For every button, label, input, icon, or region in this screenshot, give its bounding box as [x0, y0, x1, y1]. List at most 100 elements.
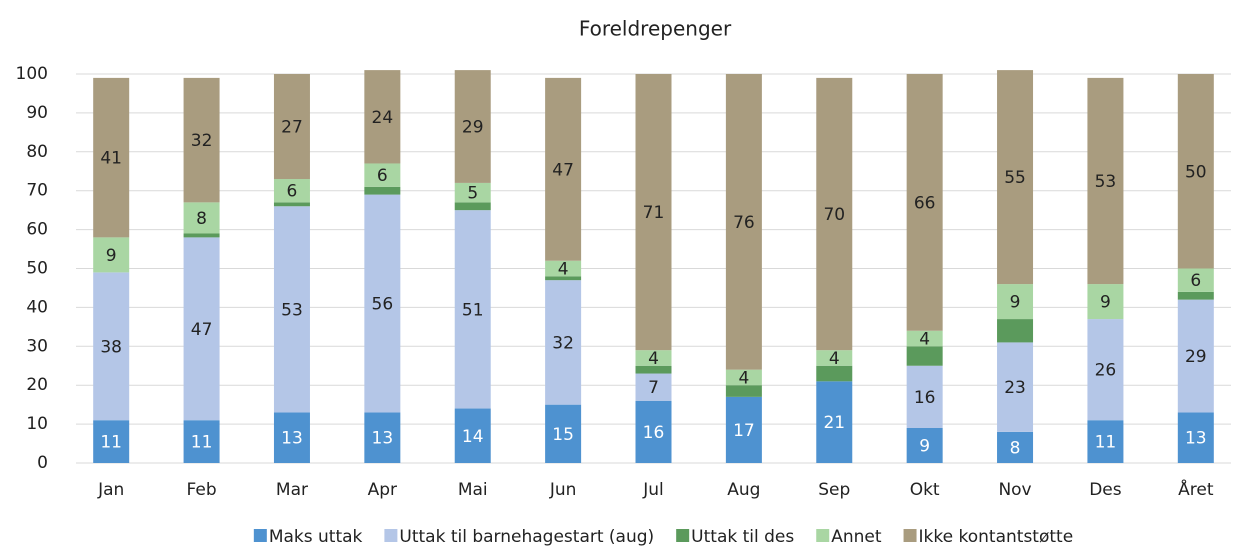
x-tick-label: Aug [727, 480, 760, 500]
y-tick-label: 40 [26, 297, 48, 317]
bar-segment [997, 70, 1034, 285]
bar-segment [545, 280, 582, 405]
data-label: 4 [829, 349, 840, 369]
bar-segment [997, 284, 1034, 320]
y-tick-label: 60 [26, 220, 48, 240]
y-tick-label: 10 [26, 414, 48, 434]
x-tick-label: Året [1178, 478, 1214, 500]
x-tick-label: Nov [998, 480, 1031, 500]
data-label: 41 [100, 149, 122, 169]
data-label: 47 [552, 160, 574, 180]
bar-segment [273, 412, 310, 463]
data-label: 51 [462, 300, 484, 320]
bar-segment [906, 330, 943, 347]
bar-segment [364, 194, 401, 413]
legend-label: Ikke kontantstøtte [919, 527, 1074, 547]
bar-segment [454, 70, 491, 183]
data-label: 16 [914, 388, 936, 408]
data-label: 4 [738, 368, 749, 388]
bar-segment [545, 276, 582, 281]
x-tick-label: Des [1089, 480, 1122, 500]
x-tick-label: Mai [458, 480, 488, 500]
data-label: 47 [191, 320, 213, 340]
data-label: 8 [1010, 438, 1021, 458]
data-label: 6 [377, 166, 388, 186]
data-label: 13 [1185, 429, 1207, 449]
bar-segment [816, 77, 853, 351]
bar-segment [454, 202, 491, 211]
bar-segment [1087, 420, 1124, 463]
legend-swatch [676, 529, 690, 542]
data-label: 21 [823, 413, 845, 433]
data-label: 29 [462, 118, 484, 138]
data-label: 32 [552, 333, 574, 353]
legend-swatch [903, 529, 917, 542]
bar-segment [273, 202, 310, 207]
data-label: 11 [1095, 433, 1117, 453]
y-tick-label: 30 [26, 336, 48, 356]
data-label: 9 [106, 246, 117, 266]
bar-segment [1177, 291, 1214, 300]
bar-segment [635, 373, 672, 401]
data-label: 24 [372, 108, 394, 128]
data-label: 17 [733, 421, 755, 441]
legend-label: Uttak til des [691, 527, 794, 547]
x-tick-label: Jun [549, 480, 577, 500]
bar-segment [1177, 412, 1214, 463]
y-tick-label: 70 [26, 181, 48, 201]
bar-segment [183, 237, 220, 421]
bar-segment [997, 319, 1034, 343]
data-label: 6 [287, 182, 298, 202]
data-label: 53 [1095, 172, 1117, 192]
data-label: 29 [1185, 347, 1207, 367]
data-label: 15 [552, 425, 574, 445]
data-label: 4 [648, 349, 659, 369]
y-tick-label: 20 [26, 375, 48, 395]
legend: Maks uttak Uttak til barnehagestart (aug)… [253, 527, 1074, 547]
y-tick-label: 50 [26, 259, 48, 279]
bar-segment [93, 237, 130, 273]
bar-segment [906, 365, 943, 428]
bar-segment [725, 396, 762, 463]
data-label: 11 [100, 433, 122, 453]
bar-segment [183, 77, 220, 203]
bar-segment [1087, 77, 1124, 285]
bar-segment [454, 210, 491, 409]
bar-segment [635, 350, 672, 366]
bar-segment [906, 346, 943, 366]
bar-segment [93, 77, 130, 238]
data-label: 4 [558, 260, 569, 280]
bar-segment [1087, 284, 1124, 320]
data-label: 27 [281, 118, 303, 138]
data-label: 14 [462, 427, 484, 447]
bar-segment [273, 179, 310, 203]
data-label: 55 [1004, 168, 1026, 188]
bar-segment [725, 74, 762, 370]
data-label: 13 [372, 429, 394, 449]
bar-segment [1177, 74, 1214, 269]
x-tick-label: Jul [642, 480, 664, 500]
bar-segment [364, 412, 401, 463]
data-label: 9 [919, 436, 930, 456]
bar-segment [997, 431, 1034, 463]
bar-segment [725, 369, 762, 386]
bar-segment [906, 74, 943, 331]
bar-segment [273, 74, 310, 180]
data-label: 32 [191, 131, 213, 151]
x-tick-label: Jan [97, 480, 124, 500]
x-tick-label: Okt [910, 480, 940, 500]
bar-segment [364, 70, 401, 164]
bar-segment [635, 365, 672, 374]
bar-segment [183, 233, 220, 238]
x-tick-label: Feb [187, 480, 217, 500]
data-label: 50 [1185, 162, 1207, 182]
legend-swatch [816, 529, 830, 542]
data-label: 26 [1095, 361, 1117, 381]
y-tick-label: 80 [26, 142, 48, 162]
data-label: 56 [372, 295, 394, 315]
bar-segment [183, 420, 220, 463]
data-label: 53 [281, 300, 303, 320]
x-tick-label: Apr [368, 480, 397, 500]
bar-segment [635, 74, 672, 351]
data-label: 11 [191, 433, 213, 453]
